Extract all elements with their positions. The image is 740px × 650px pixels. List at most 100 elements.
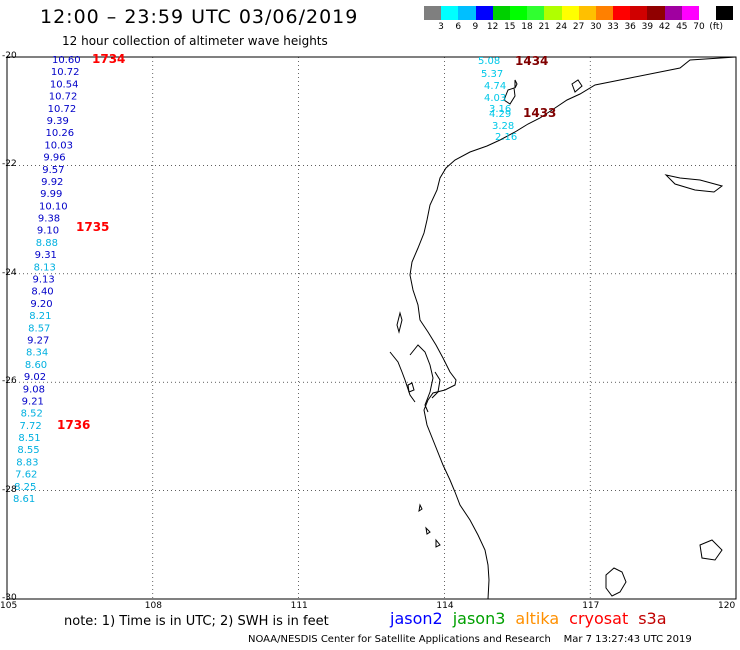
color-swatch — [716, 6, 734, 20]
swh-value: 8.52 — [21, 409, 43, 420]
coastline-main — [409, 56, 737, 600]
color-swatch — [647, 6, 665, 20]
swh-value: 8.21 — [29, 311, 51, 322]
swh-value: 9.02 — [24, 372, 46, 383]
swh-value: 10.03 — [44, 140, 73, 151]
latitude-label: -30 — [2, 593, 17, 603]
color-scale-tick: 18 — [521, 22, 533, 32]
swh-value: 9.21 — [22, 396, 44, 407]
swh-value: 8.34 — [26, 348, 48, 359]
swh-value: 10.10 — [39, 201, 68, 212]
latitude-label: -22 — [2, 159, 17, 170]
swh-value: 3.28 — [492, 121, 514, 132]
island — [425, 526, 431, 535]
swh-value: 7.62 — [15, 470, 37, 481]
latitude-label: -20 — [2, 51, 17, 61]
map-frame — [6, 56, 737, 600]
island — [571, 79, 583, 93]
swh-value: 9.38 — [38, 214, 60, 225]
swh-value: 10.54 — [50, 79, 79, 90]
island — [435, 538, 441, 548]
swh-value: 8.25 — [14, 482, 36, 493]
swh-value: 9.10 — [37, 226, 59, 237]
swh-value: 10.60 — [52, 55, 81, 66]
longitude-label: 111 — [290, 601, 308, 611]
pass-time-label: 1735 — [76, 220, 109, 234]
color-swatch — [458, 6, 476, 20]
swh-value: 8.13 — [34, 262, 56, 273]
color-scale-tick: 36 — [624, 22, 636, 32]
swh-value: 8.83 — [16, 457, 38, 468]
swh-value: 3.16 — [489, 104, 511, 115]
coastline-peninsula — [409, 344, 434, 413]
swh-value: 9.27 — [27, 335, 49, 346]
swh-value: 4.74 — [484, 81, 506, 92]
swh-value: 9.20 — [30, 299, 52, 310]
swh-value: 9.31 — [35, 250, 57, 261]
latitude-label: -26 — [2, 376, 17, 387]
swh-value: 8.61 — [13, 494, 35, 505]
swh-value: 8.51 — [18, 433, 40, 444]
coastline-east — [664, 174, 724, 193]
swh-value: 5.37 — [481, 69, 503, 80]
credit-line: NOAA/NESDIS Center for Satellite Applica… — [248, 634, 692, 645]
latitude-label: -28 — [2, 484, 17, 495]
color-scale-tick: 42 — [658, 22, 671, 32]
legend-entry: jason3 — [452, 609, 506, 628]
legend-entry: altika — [515, 609, 560, 628]
color-scale-ticks: 3 6 9 12 15 18 21 24 27 30 33 36 39 42 45 70 (ft) — [0, 22, 740, 36]
swh-value: 8.55 — [17, 445, 39, 456]
altimeter-tracks: 10.6010.7210.5410.7210.729.3910.2610.039… — [13, 52, 556, 505]
color-scale-tick: 21 — [538, 22, 550, 32]
swh-value: 7.72 — [20, 421, 42, 432]
color-swatch — [613, 6, 631, 20]
color-scale-tick: 45 — [676, 22, 688, 32]
color-scale-tick: 12 — [486, 22, 499, 32]
island — [396, 311, 403, 334]
coastline-bay — [431, 371, 441, 399]
island — [503, 87, 516, 105]
color-swatch — [544, 6, 562, 20]
color-swatch — [509, 6, 528, 20]
color-scale-bar — [424, 6, 734, 20]
coastline-east-2 — [699, 539, 723, 561]
swh-value: 4.29 — [489, 109, 511, 120]
island — [514, 79, 518, 89]
swh-value: 9.99 — [40, 189, 62, 200]
color-scale-tick: 15 — [504, 22, 516, 32]
color-scale-tick: 6 — [455, 22, 462, 32]
swh-value: 9.13 — [33, 275, 55, 286]
swh-value: 10.72 — [48, 104, 77, 115]
color-swatch — [578, 6, 596, 20]
longitude-label: 114 — [436, 601, 454, 611]
color-scale-tick: 24 — [555, 22, 568, 32]
longitude-label: 108 — [144, 601, 162, 611]
island — [407, 382, 415, 393]
swh-value: 4.03 — [484, 93, 506, 104]
legend-entry: jason2 — [390, 609, 443, 628]
color-swatch — [630, 6, 648, 20]
legend-entry: cryosat — [569, 609, 629, 628]
swh-value: 9.39 — [47, 116, 69, 127]
color-scale-tick: 39 — [641, 22, 654, 32]
longitude-label: 120 — [718, 601, 736, 611]
longitude-label: 117 — [582, 601, 600, 611]
swh-value: 9.96 — [43, 153, 65, 164]
color-swatch — [475, 6, 493, 20]
credit-text: NOAA/NESDIS Center for Satellite Applica… — [248, 634, 551, 645]
swh-value: 8.88 — [36, 238, 58, 249]
swh-value: 10.26 — [46, 128, 75, 139]
map-gridlines — [6, 56, 737, 600]
color-swatch — [699, 6, 717, 20]
timestamp: Mar 7 13:27:43 UTC 2019 — [563, 634, 692, 645]
swh-value: 9.92 — [41, 177, 63, 188]
color-swatch — [664, 6, 682, 20]
pass-time-label: 1433 — [523, 106, 556, 120]
swh-value: 8.60 — [25, 360, 47, 371]
island — [418, 503, 423, 513]
footer-note: note: 1) Time is in UTC; 2) SWH is in fe… — [64, 614, 329, 629]
pass-time-label: 1734 — [92, 52, 125, 66]
color-scale-tick: 9 — [472, 22, 479, 32]
swh-value: 9.08 — [23, 384, 45, 395]
